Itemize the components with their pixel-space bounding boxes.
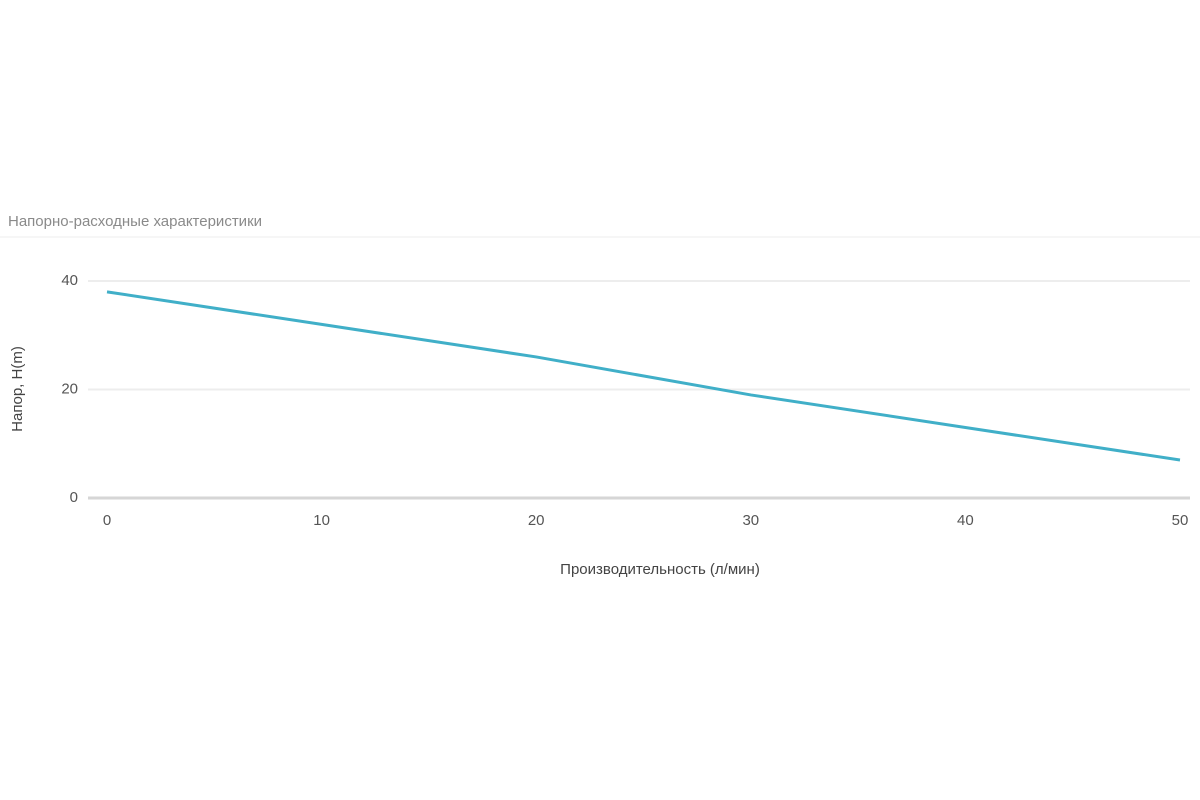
x-tick-label: 50: [1172, 512, 1189, 529]
x-tick-label: 20: [528, 512, 545, 529]
x-tick-label: 0: [103, 512, 111, 529]
data-line: [106, 290, 1181, 462]
x-axis-title: Производительность (л/мин): [560, 561, 760, 578]
x-tick-label: 40: [957, 512, 974, 529]
chart-title: Напорно-расходные характеристики: [8, 213, 262, 230]
y-axis-title: Напор, H(m): [9, 346, 26, 432]
x-tick-label: 10: [313, 512, 330, 529]
y-tick-label: 40: [61, 272, 78, 289]
x-tick-label: 30: [742, 512, 759, 529]
y-tick-label: 0: [70, 489, 78, 506]
y-tick-label: 20: [61, 380, 78, 397]
